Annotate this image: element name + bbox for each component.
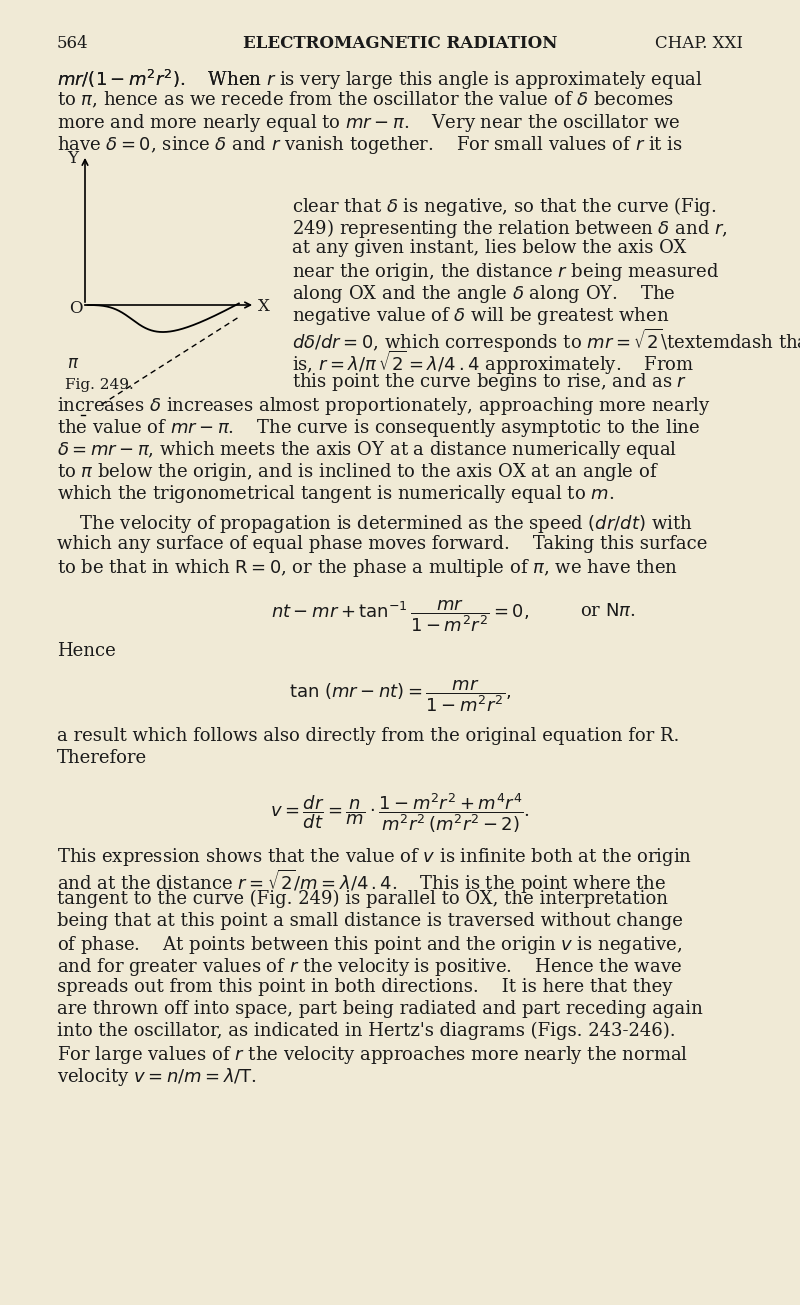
Text: $\pi$: $\pi$ [67,355,79,372]
Text: which the trigonometrical tangent is numerically equal to $m$.: which the trigonometrical tangent is num… [57,483,614,505]
Text: The velocity of propagation is determined as the speed $(dr/dt)$ with: The velocity of propagation is determine… [57,513,693,535]
Text: to be that in which $\mathrm{R} = 0$, or the phase a multiple of $\pi$, we have : to be that in which $\mathrm{R} = 0$, or… [57,557,678,579]
Text: tangent to the curve (Fig. 249) is parallel to OX, the interpretation: tangent to the curve (Fig. 249) is paral… [57,890,668,908]
Text: along OX and the angle $\delta$ along OY.    The: along OX and the angle $\delta$ along OY… [292,283,676,305]
Text: to $\pi$ below the origin, and is inclined to the axis OX at an angle of: to $\pi$ below the origin, and is inclin… [57,461,659,483]
Text: at any given instant, lies below the axis OX: at any given instant, lies below the axi… [292,239,686,257]
Text: 564: 564 [57,35,89,52]
Text: are thrown off into space, part being radiated and part receding again: are thrown off into space, part being ra… [57,1000,703,1018]
Text: the value of $mr - \pi$.    The curve is consequently asymptotic to the line: the value of $mr - \pi$. The curve is co… [57,418,700,438]
Text: or $\mathrm{N}\pi$.: or $\mathrm{N}\pi$. [580,602,635,620]
Text: O: O [69,300,82,317]
Text: to $\pi$, hence as we recede from the oscillator the value of $\delta$ becomes: to $\pi$, hence as we recede from the os… [57,90,674,111]
Text: a result which follows also directly from the original equation for R.: a result which follows also directly fro… [57,727,679,745]
Text: For large values of $r$ the velocity approaches more nearly the normal: For large values of $r$ the velocity app… [57,1044,688,1066]
Text: X: X [258,298,270,315]
Text: CHAP. XXI: CHAP. XXI [655,35,743,52]
Text: is, $r = \lambda/\pi\,\sqrt{2} = \lambda/4\,.4$ approximately.    From: is, $r = \lambda/\pi\,\sqrt{2} = \lambda… [292,348,694,377]
Text: ELECTROMAGNETIC RADIATION: ELECTROMAGNETIC RADIATION [243,35,557,52]
Text: $nt - mr + \tan^{-1}\dfrac{mr}{1 - m^2r^2} = 0,$: $nt - mr + \tan^{-1}\dfrac{mr}{1 - m^2r^… [271,596,529,634]
Text: near the origin, the distance $r$ being measured: near the origin, the distance $r$ being … [292,261,719,283]
Text: increases $\delta$ increases almost proportionately, approaching more nearly: increases $\delta$ increases almost prop… [57,395,710,418]
Text: and for greater values of $r$ the velocity is positive.    Hence the wave: and for greater values of $r$ the veloci… [57,957,682,977]
Text: $v = \dfrac{dr}{dt} = \dfrac{n}{m} \cdot \dfrac{1 - m^2r^2 + m^4r^4}{m^2r^2\,(m^: $v = \dfrac{dr}{dt} = \dfrac{n}{m} \cdot… [270,791,530,835]
Text: into the oscillator, as indicated in Hertz's diagrams (Figs. 243-246).: into the oscillator, as indicated in Her… [57,1022,676,1040]
Text: $mr/(1 - m^2r^2)$.    When: $mr/(1 - m^2r^2)$. When [57,68,262,90]
Text: $\tan\,(mr - nt) = \dfrac{mr}{1 - m^2r^2},$: $\tan\,(mr - nt) = \dfrac{mr}{1 - m^2r^2… [289,677,511,714]
Text: being that at this point a small distance is traversed without change: being that at this point a small distanc… [57,912,683,930]
Text: Fig. 249.: Fig. 249. [65,378,134,392]
Text: Y: Y [67,150,78,167]
Text: clear that $\delta$ is negative, so that the curve (Fig.: clear that $\delta$ is negative, so that… [292,194,717,218]
Text: $\delta = mr - \pi$, which meets the axis OY at a distance numerically equal: $\delta = mr - \pi$, which meets the axi… [57,438,678,461]
Text: Hence: Hence [57,642,116,660]
Text: spreads out from this point in both directions.    It is here that they: spreads out from this point in both dire… [57,977,672,996]
Text: 249) representing the relation between $\delta$ and $r$,: 249) representing the relation between $… [292,217,728,240]
Text: and at the distance $r = \sqrt{2}/m = \lambda/4\,.4$.    This is the point where: and at the distance $r = \sqrt{2}/m = \l… [57,868,666,897]
Text: of phase.    At points between this point and the origin $v$ is negative,: of phase. At points between this point a… [57,934,682,957]
Text: negative value of $\delta$ will be greatest when: negative value of $\delta$ will be great… [292,305,670,328]
Text: have $\delta = 0$, since $\delta$ and $r$ vanish together.    For small values o: have $\delta = 0$, since $\delta$ and $r… [57,134,683,157]
Text: which any surface of equal phase moves forward.    Taking this surface: which any surface of equal phase moves f… [57,535,707,553]
Text: $d\delta/dr = 0$, which corresponds to $mr = \sqrt{2}$\textemdash that: $d\delta/dr = 0$, which corresponds to $… [292,328,800,355]
Text: velocity $v = n/m = \lambda/\mathrm{T}$.: velocity $v = n/m = \lambda/\mathrm{T}$. [57,1066,257,1088]
Text: more and more nearly equal to $mr - \pi$.    Very near the oscillator we: more and more nearly equal to $mr - \pi$… [57,112,680,134]
Text: Therefore: Therefore [57,749,147,767]
Text: $mr/(1 - m^2r^2)$.    When $r$ is very large this angle is approximately equal: $mr/(1 - m^2r^2)$. When $r$ is very larg… [57,68,702,93]
Text: This expression shows that the value of $v$ is infinite both at the origin: This expression shows that the value of … [57,846,692,868]
Text: this point the curve begins to rise, and as $r$: this point the curve begins to rise, and… [292,371,687,393]
